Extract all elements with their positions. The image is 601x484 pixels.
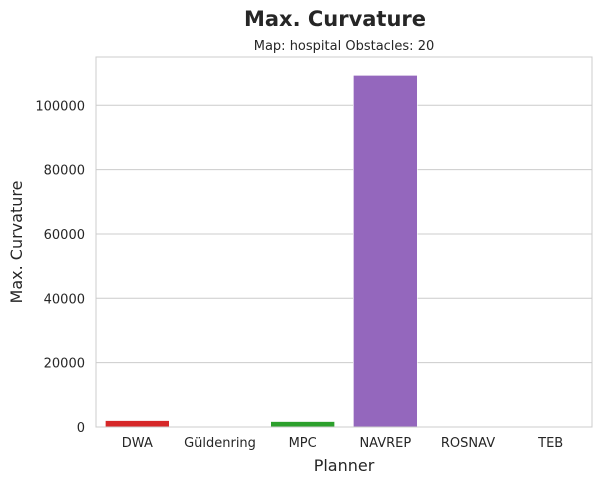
y-axis-label: Max. Curvature bbox=[7, 181, 26, 304]
bars bbox=[105, 75, 418, 428]
bar-navrep bbox=[353, 75, 418, 428]
bar-dwa bbox=[105, 420, 170, 428]
y-tick-labels: 0 20000 40000 60000 80000 100000 bbox=[35, 99, 85, 436]
x-tick-label: NAVREP bbox=[359, 436, 411, 451]
y-tick-label: 0 bbox=[77, 421, 85, 436]
x-tick-label: DWA bbox=[122, 436, 153, 451]
x-tick-label: Güldenring bbox=[184, 436, 256, 451]
y-tick-label: 40000 bbox=[44, 292, 85, 307]
y-tick-label: 80000 bbox=[44, 164, 85, 179]
x-tick-label: TEB bbox=[537, 436, 563, 451]
bar-mpc bbox=[270, 421, 335, 428]
y-tick-label: 100000 bbox=[35, 99, 85, 114]
chart-title: Max. Curvature bbox=[244, 7, 426, 31]
x-axis-label: Planner bbox=[314, 456, 375, 475]
gridlines bbox=[96, 104, 592, 364]
y-tick-label: 60000 bbox=[44, 228, 85, 243]
x-tick-label: ROSNAV bbox=[441, 436, 495, 451]
chart-subtitle: Map: hospital Obstacles: 20 bbox=[254, 39, 435, 54]
x-tick-labels: DWA Güldenring MPC NAVREP ROSNAV TEB bbox=[122, 436, 563, 451]
plot-frame bbox=[95, 56, 593, 428]
y-tick-label: 20000 bbox=[44, 357, 85, 372]
x-tick-label: MPC bbox=[289, 436, 317, 451]
